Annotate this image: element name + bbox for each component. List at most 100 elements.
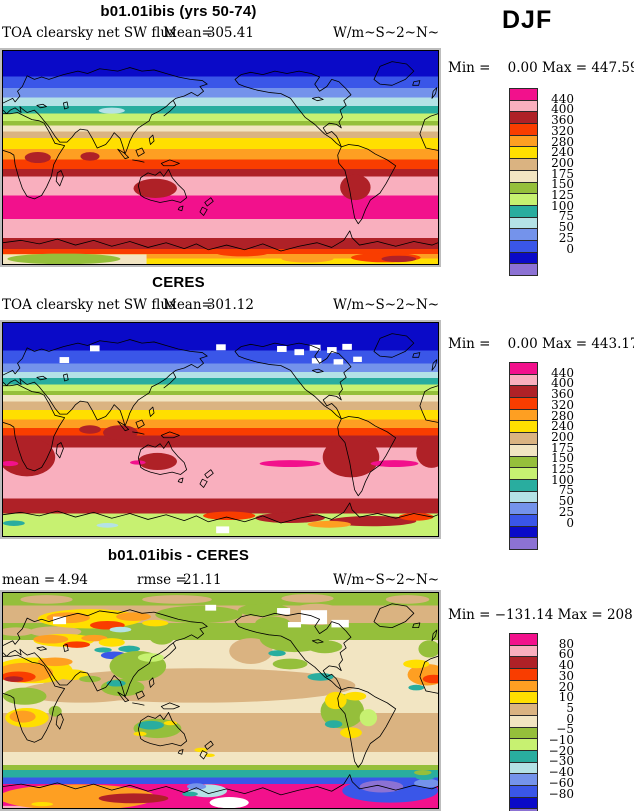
panel3-map [0,590,441,811]
legend-cell [510,159,537,171]
map-band [3,390,438,396]
map-patch [31,801,54,807]
panel1-minmax: Min = 0.00 Max = 447.59 [448,60,634,76]
legend-tick-label: 125 [551,462,574,476]
panel2-field-label: TOA clearsky net SW flux [2,297,177,313]
map-patch [148,627,175,645]
map-patch [133,731,147,736]
map-band [3,378,438,385]
map-patch [98,638,125,647]
legend-cell [510,433,537,445]
legend-cell [510,468,537,480]
panel3-mean-label: mean = [2,572,56,588]
map-patch [106,680,126,687]
map-patch [414,769,432,776]
legend-tick-label: 20 [558,679,574,694]
map-band [3,88,438,99]
map-patch [370,460,419,467]
map-patch [324,720,343,729]
legend-cell [510,538,537,549]
legend-cell [510,147,537,160]
legend-cell [510,634,537,646]
map-patch [163,720,177,726]
map-patch [63,641,90,648]
map-difference [3,593,438,808]
panel2-colorbar: 440 400 360 320 280 240 200 175 150 125 100 75 50 25 0 [509,362,629,550]
map-patch [408,684,425,691]
legend-cell [510,421,537,434]
map-band [3,254,438,259]
map-patch [98,107,125,114]
legend-cell [510,386,537,399]
legend-cell [510,692,537,705]
panel2-header: TOA clearsky net SW flux Mean= 301.12 W/… [0,297,634,313]
panel2-mean-value: 301.12 [206,297,254,313]
map-band [3,384,438,392]
map-patch [48,705,62,717]
map-band [3,106,438,115]
legend-tick-label: 75 [558,483,574,498]
map-band [3,410,438,421]
map-patch [277,346,287,352]
legend-tick-label: −60 [548,775,574,790]
map-patch [281,594,334,603]
map-patch [155,605,243,624]
legend-cell [510,669,537,681]
map-patch [103,425,138,441]
legend-tick-label: 150 [551,177,574,192]
map-patch [327,347,337,354]
legend-tick-label: 75 [558,209,574,224]
legend-tick-label: −5 [556,722,574,737]
map-patch [277,608,291,615]
legend-cell [510,645,537,658]
map-band [3,395,438,403]
legend-cell [510,229,537,241]
legend-tick-label: 400 [551,102,574,117]
legend-cell [510,194,537,206]
map-patch [311,358,322,364]
legend-cell [510,182,537,195]
legend-cell [510,112,537,125]
legend-cell [510,797,537,810]
legend-cell [510,363,537,375]
legend-cell [510,217,537,230]
map-patch [415,773,435,781]
map-patch [24,151,51,164]
legend-tick-label: −10 [548,733,574,747]
legend-cell [510,785,537,798]
legend-tick-label: 100 [551,472,574,487]
map-patch [287,622,301,628]
map-patch [109,626,132,633]
map-patch [333,359,344,365]
map-patch [340,727,362,739]
map-patch [307,520,351,528]
map-patch [255,512,325,524]
map-patch [3,461,19,467]
map-patch [194,747,208,753]
legend-cell [510,715,537,728]
legend-cell [510,491,537,504]
map-band [3,401,438,411]
map-band [3,97,438,107]
legend-tick-label: 50 [558,220,574,235]
map-patch [331,619,349,628]
map-patch [137,653,164,662]
map-patch [79,675,101,683]
legend-cell [510,252,537,265]
coastline [3,62,438,251]
legend-tick-label: 0 [566,711,574,726]
map-band [3,131,438,139]
map-band [3,148,438,160]
panel1-colorbar: 440 400 360 320 280 240 200 175 150 125 100 75 50 25 0 [509,88,629,276]
season-label: DJF [502,6,553,34]
legend-tick-label: 320 [551,123,574,138]
map-band [3,76,438,89]
colorbar-cells [509,88,538,276]
map-band [3,777,438,785]
map-patch [403,659,430,669]
legend-tick-label: 60 [558,647,574,662]
legend-tick-label: 0 [566,515,574,530]
map-patch [96,523,119,528]
map-patch [204,753,215,758]
